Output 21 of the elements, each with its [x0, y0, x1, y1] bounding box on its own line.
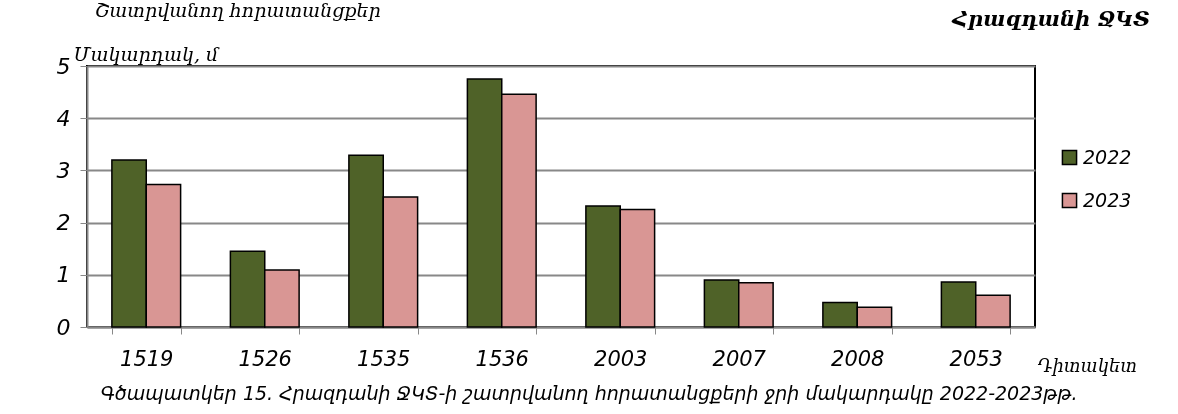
- x-tick-label: 2053: [949, 346, 1003, 371]
- y-tick-label: 3: [56, 157, 71, 183]
- x-tick-label: 1535: [357, 346, 411, 371]
- x-tick-label: 1526: [238, 346, 292, 371]
- x-tick-label: 2008: [831, 346, 885, 371]
- y-tick-label: 0: [56, 314, 71, 340]
- y-tick-label: 5: [56, 53, 71, 79]
- y-tick-label: 1: [56, 262, 71, 288]
- x-axis-title: Դիտակետ: [1037, 354, 1137, 376]
- x-tick-label: 1519: [120, 346, 174, 371]
- y-axis-title: Մակարդակ, մ: [73, 42, 221, 65]
- y-tick-label: 2: [56, 210, 71, 236]
- legend-label: 2023: [1083, 188, 1132, 211]
- x-tick-label: 2003: [594, 346, 648, 371]
- chart-subtitle: Հրազդանի ՋԿՏ: [952, 6, 1150, 31]
- text: Գծապատկեր 15. Հրազդանի ՋԿՏ-ի շատրվանող հորատանցքերի ջրի մակարդակը 2022-2023թթ.: [99, 382, 1079, 404]
- x-tick-label: 1536: [475, 346, 529, 371]
- legend-label: 2022: [1083, 145, 1132, 168]
- y-tick-label: 4: [56, 105, 71, 131]
- chart-title: Շատրվանող հորատանցքեր: [95, 0, 381, 21]
- x-tick-label: 2007: [712, 346, 767, 371]
